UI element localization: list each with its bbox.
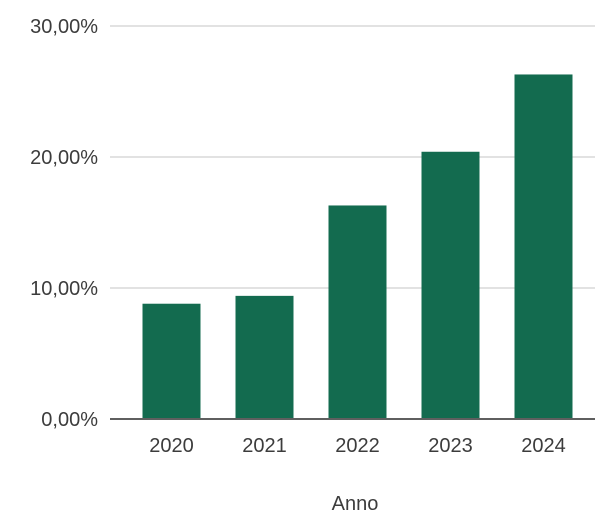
y-tick-label: 10,00% [30, 278, 98, 300]
bars [142, 74, 573, 419]
y-tick-label: 30,00% [30, 16, 98, 38]
x-tick-labels: 2020 2021 2022 2023 2024 [149, 435, 566, 457]
y-tick-label: 0,00% [41, 409, 98, 431]
x-tick-label: 2024 [521, 435, 566, 457]
y-tick-labels: 0,00% 10,00% 20,00% 30,00% [30, 16, 98, 431]
x-axis-title: Anno [332, 493, 379, 515]
x-tick-label: 2020 [149, 435, 194, 457]
bar-2021 [235, 295, 294, 419]
x-tick-label: 2021 [242, 435, 287, 457]
x-tick-label: 2023 [428, 435, 473, 457]
bar-2024 [514, 74, 573, 419]
bar-2023 [421, 151, 480, 419]
bar-2022 [328, 205, 387, 419]
bar-2020 [142, 303, 201, 419]
x-tick-label: 2022 [335, 435, 380, 457]
y-tick-label: 20,00% [30, 147, 98, 169]
